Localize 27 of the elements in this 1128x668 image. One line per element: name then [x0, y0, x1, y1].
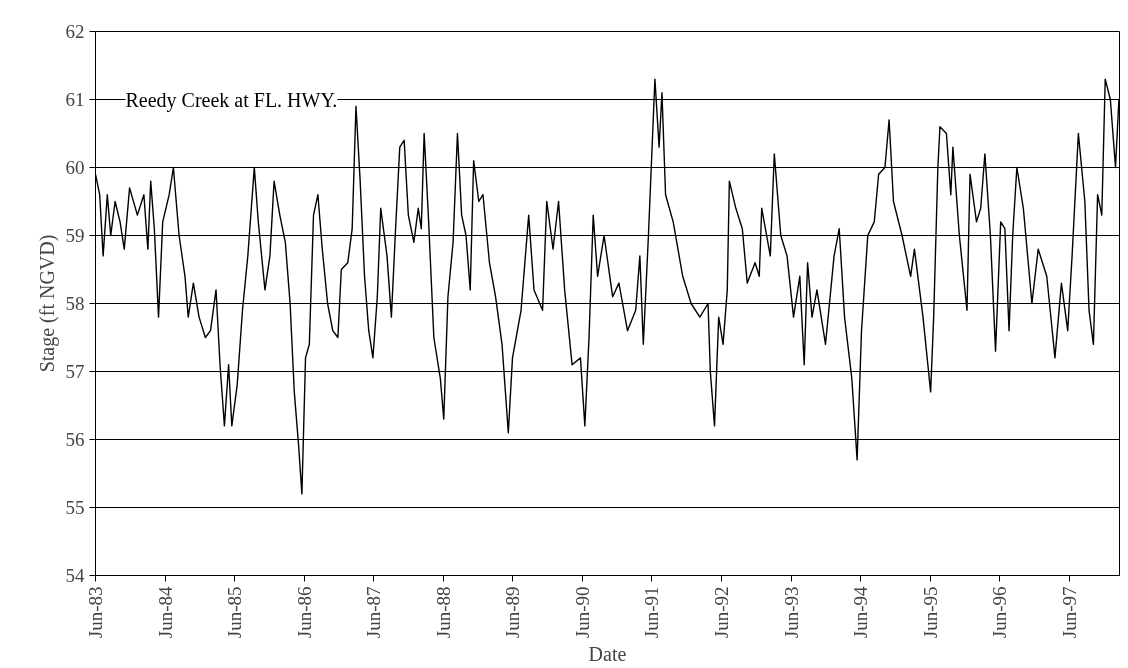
- x-tick-label: Jun-85: [224, 586, 246, 639]
- x-tick-label: Jun-93: [780, 586, 802, 639]
- x-tick-label: Jun-87: [363, 586, 385, 639]
- x-tick-label: Jun-83: [85, 586, 106, 639]
- y-tick-label: 59: [65, 225, 85, 246]
- text: Reedy Creek at FL. HWY.: [125, 88, 338, 112]
- x-tick-label: Jun-84: [154, 586, 176, 639]
- x-tick-label: Jun-89: [502, 586, 524, 639]
- y-tick-label: 60: [65, 157, 85, 178]
- x-tick-label: Jun-95: [919, 586, 941, 639]
- y-tick-label: 56: [65, 429, 85, 450]
- x-tick-label: Jun-90: [571, 586, 593, 639]
- y-tick-label: 57: [65, 361, 85, 382]
- x-tick-label: Jun-91: [641, 586, 663, 639]
- x-axis-title: Date: [588, 643, 627, 666]
- y-tick-label: 61: [65, 89, 85, 110]
- y-tick-label: 54: [65, 565, 85, 586]
- x-tick-label: Jun-97: [1058, 586, 1080, 639]
- x-tick-label: Jun-86: [293, 586, 315, 639]
- y-tick-label: 58: [65, 293, 85, 314]
- x-tick-label: Jun-92: [711, 586, 733, 639]
- x-tick-label: Jun-88: [432, 586, 454, 639]
- y-tick-label: 62: [65, 21, 85, 42]
- x-tick-label: Jun-96: [989, 586, 1011, 639]
- y-axis-title: Stage (ft NGVD): [35, 234, 59, 373]
- x-tick-label: Jun-94: [850, 586, 872, 639]
- y-tick-label: 55: [65, 497, 85, 518]
